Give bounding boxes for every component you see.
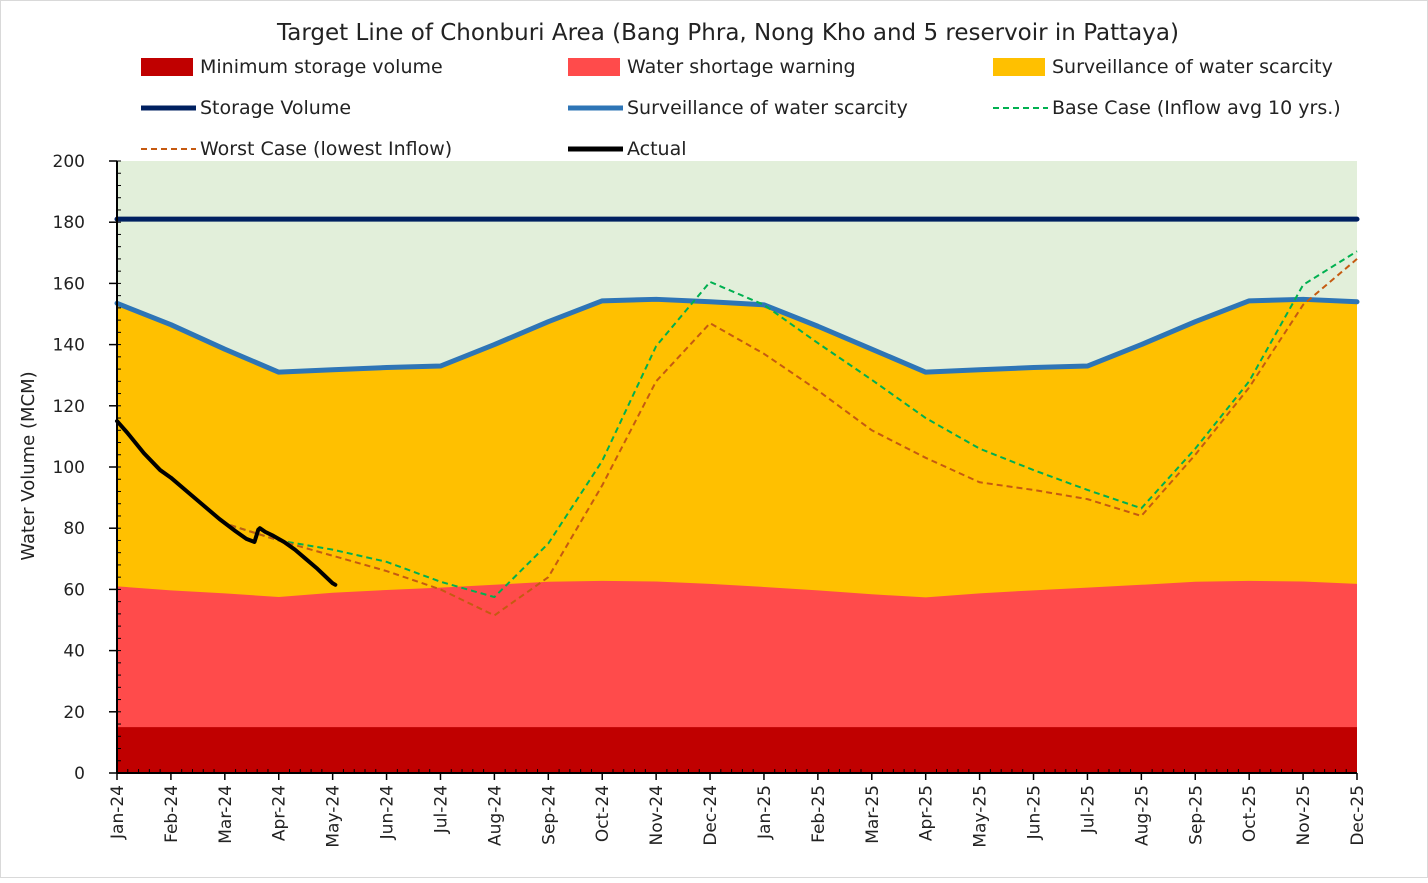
legend-swatch [568,58,620,76]
x-tick-label: Jun-24 [378,785,398,840]
x-tick-label: Aug-24 [485,785,505,846]
axes: 0 20 40 60 80 100 120 140 160 180 200 Jan-24 Feb-24 M… [53,152,1368,848]
x-tick-label: Sep-25 [1186,785,1206,845]
x-tick-label: Dec-24 [701,785,721,846]
legend-label: Surveillance of water scarcity [627,97,908,119]
y-tick-label: 20 [63,703,85,723]
y-tick-label: 120 [53,397,85,417]
y-tick-label: 140 [53,336,85,356]
legend-entry: Water shortage warning [568,56,856,78]
series-actual [115,419,338,587]
y-tick-label: 40 [63,642,85,662]
y-axis-label: Water Volume (MCM) [18,371,39,560]
y-tick-label: 60 [63,580,85,600]
legend-entry: Surveillance of water scarcity [993,56,1333,78]
legend-label: Storage Volume [200,97,351,119]
x-tick-label: Sep-24 [539,785,559,845]
x-tick-label: Jan-24 [108,785,128,840]
x-tick-label: Aug-25 [1132,785,1152,846]
x-tick-label: Apr-24 [270,785,290,841]
x-tick-label: Jan-25 [755,785,775,840]
legend-label: Water shortage warning [627,56,856,78]
legend-swatch [141,58,193,76]
x-tick-label: Oct-25 [1240,785,1260,842]
y-tick-label: 0 [74,764,85,784]
y-tick-label: 80 [63,519,85,539]
plot-area [114,161,1360,773]
chart-title: Target Line of Chonburi Area (Bang Phra,… [276,20,1179,46]
legend-entry: Storage Volume [141,97,351,119]
x-tick-label: Nov-24 [647,785,667,846]
x-tick-label: Feb-24 [162,785,182,843]
x-tick-label: Apr-25 [917,785,937,841]
x-tick-label: May-25 [971,785,991,848]
series-base-case-inflow-avg-10-yrs- [229,250,1358,599]
x-tick-label: May-24 [324,785,344,848]
legend-entry: Worst Case (lowest Inflow) [141,138,452,160]
legend-entry: Minimum storage volume [141,56,443,78]
x-tick-label: Jun-25 [1025,785,1045,840]
area-water-shortage-warning [117,580,1357,773]
legend-entry: Surveillance of water scarcity [568,97,908,119]
x-tick-label: Feb-25 [809,785,829,843]
x-tick-label: Dec-25 [1348,785,1368,846]
legend-label: Actual [627,138,687,160]
legend-label: Surveillance of water scarcity [1052,56,1333,78]
y-tick-label: 100 [53,458,85,478]
x-tick-label: Oct-24 [593,785,613,842]
x-tick-label: Jul-25 [1078,785,1098,834]
legend: Minimum storage volume Water shortage war… [141,56,1341,160]
legend-entry: Actual [568,138,687,160]
legend-entry: Base Case (Inflow avg 10 yrs.) [993,97,1341,119]
legend-swatch [993,58,1045,76]
x-tick-label: Nov-25 [1294,785,1314,846]
legend-label: Base Case (Inflow avg 10 yrs.) [1052,97,1341,119]
legend-label: Worst Case (lowest Inflow) [200,138,452,160]
area-minimum-storage-volume [117,727,1357,773]
x-tick-label: Jul-24 [431,785,451,834]
y-tick-label: 180 [53,213,85,233]
x-tick-label: Mar-25 [863,785,883,844]
series-surveillance-of-water-scarcity [114,296,1360,375]
legend-label: Minimum storage volume [200,56,443,78]
series-worst-case-lowest-inflow- [229,258,1358,617]
x-tick-label: Mar-24 [216,785,236,844]
y-tick-label: 160 [53,274,85,294]
y-tick-label: 200 [53,152,85,172]
